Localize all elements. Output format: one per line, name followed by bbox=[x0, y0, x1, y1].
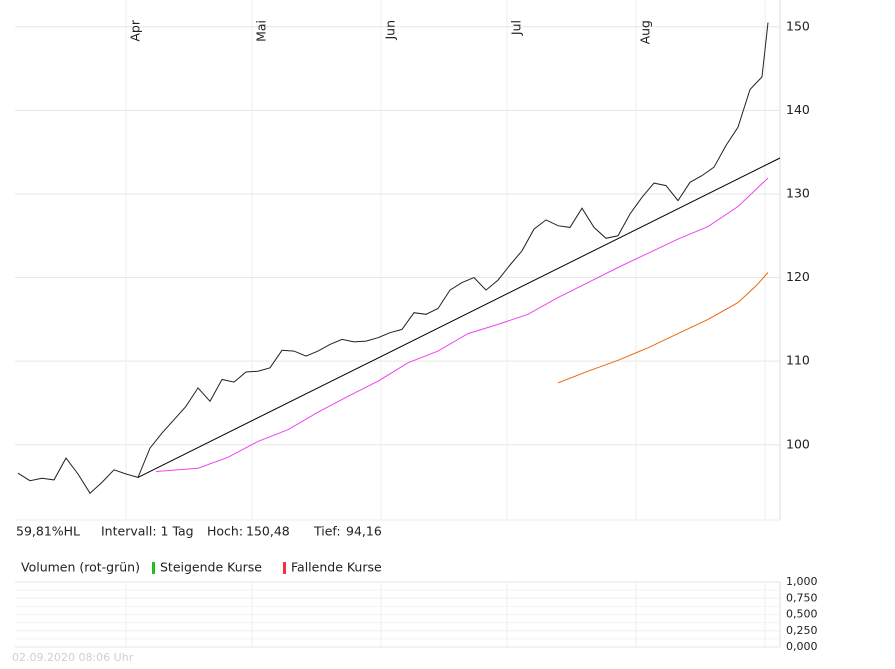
interval-info: Intervall: 1 Tag bbox=[101, 524, 194, 539]
low-value: 94,16 bbox=[346, 524, 382, 539]
legend-label: Steigende Kurse bbox=[160, 560, 262, 575]
x-tick-label: Aug bbox=[638, 20, 653, 44]
y-tick-label: 130 bbox=[786, 185, 810, 200]
price-line bbox=[17, 22, 769, 494]
y-tick-label: 140 bbox=[786, 102, 810, 117]
high-value: 150,48 bbox=[246, 524, 290, 539]
high-label: Hoch: bbox=[207, 524, 243, 539]
y-tick-label: 1,000 bbox=[786, 575, 818, 588]
legend-swatch bbox=[152, 562, 155, 574]
x-tick-label: Apr bbox=[128, 19, 143, 41]
y-tick-label: 0,250 bbox=[786, 624, 818, 637]
x-tick-label: Jul bbox=[509, 20, 524, 36]
y-tick-label: 150 bbox=[786, 18, 810, 33]
y-tick-label: 0,750 bbox=[786, 591, 818, 604]
y-tick-label: 100 bbox=[786, 436, 810, 451]
legend-swatch bbox=[283, 562, 286, 574]
range-info: 59,81%HL bbox=[16, 524, 80, 539]
legend-label: Fallende Kurse bbox=[291, 560, 382, 575]
x-tick-label: Mai bbox=[254, 20, 269, 42]
y-tick-label: 0,500 bbox=[786, 608, 818, 621]
price-line bbox=[557, 272, 769, 384]
timestamp: 02.09.2020 08:06 Uhr bbox=[12, 651, 134, 664]
low-label: Tief: bbox=[313, 524, 341, 539]
price-line bbox=[155, 177, 769, 472]
y-tick-label: 110 bbox=[786, 353, 810, 368]
volume-title: Volumen (rot-grün) bbox=[21, 560, 140, 575]
y-tick-label: 0,000 bbox=[786, 640, 818, 653]
x-tick-label: Jun bbox=[383, 20, 398, 41]
price-line bbox=[137, 157, 781, 478]
y-tick-label: 120 bbox=[786, 269, 810, 284]
